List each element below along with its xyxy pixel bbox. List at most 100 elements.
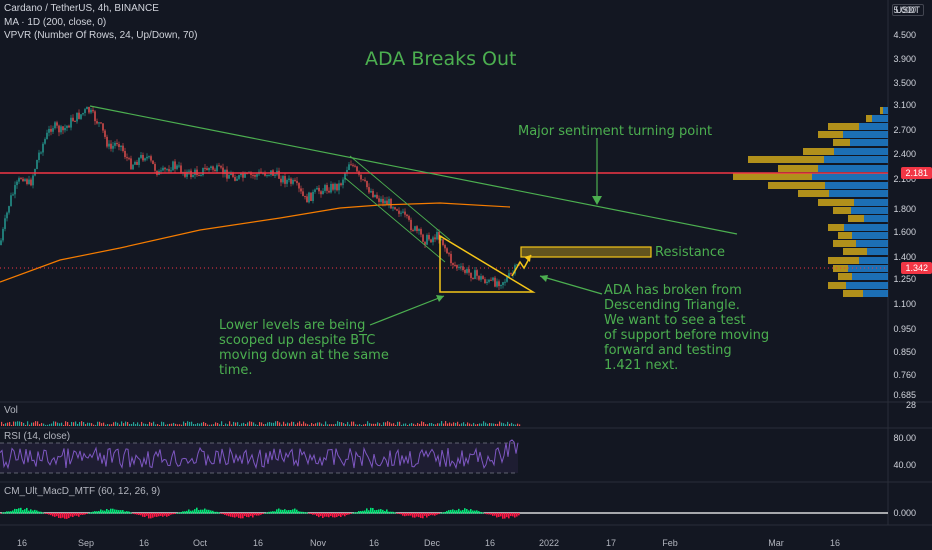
- macd-bar: [154, 513, 156, 517]
- breakout-note-arrow[interactable]: [539, 275, 603, 295]
- vpvr-down-bar: [838, 273, 852, 280]
- candle-body: [214, 169, 216, 172]
- volume-bar: [187, 421, 189, 426]
- macd-bar: [382, 509, 384, 514]
- candle-body: [424, 241, 426, 245]
- macd-bar: [330, 513, 332, 517]
- lower-levels-arrow[interactable]: [369, 295, 445, 326]
- sentiment-annotation[interactable]: Major sentiment turning point: [518, 124, 713, 139]
- macd-bar: [174, 513, 176, 515]
- volume-bar: [397, 421, 399, 426]
- volume-bar: [93, 424, 95, 426]
- macd-bar: [92, 511, 94, 514]
- macd-bar: [304, 512, 306, 514]
- macd-bar: [178, 512, 180, 514]
- candle-body: [234, 176, 236, 181]
- time-axis-label: 16: [829, 538, 841, 548]
- currency-button[interactable]: USDT: [891, 4, 924, 16]
- candle-body: [316, 187, 318, 190]
- vpvr-down-bar: [798, 190, 829, 197]
- macd-bar: [52, 513, 54, 517]
- channel-lower-line[interactable]: [344, 177, 446, 263]
- lower-levels-annotation[interactable]: Lower levels are being scooped up despit…: [219, 318, 389, 378]
- chart-title-annotation[interactable]: ADA Breaks Out: [365, 48, 517, 70]
- macd-bar: [24, 509, 26, 514]
- macd-bar: [208, 509, 210, 514]
- descending-trendline[interactable]: [89, 105, 738, 235]
- macd-bar: [362, 510, 364, 514]
- candle-body: [464, 270, 466, 273]
- volume-bar: [467, 422, 469, 426]
- macd-bar: [218, 512, 220, 514]
- volume-bar: [109, 424, 111, 426]
- candle-body: [332, 184, 334, 190]
- candle-body: [46, 132, 48, 140]
- volume-bar: [159, 424, 161, 426]
- candle-body: [240, 173, 242, 176]
- volume-bar: [335, 423, 337, 426]
- volume-bar: [425, 424, 427, 426]
- candle-body: [298, 183, 300, 189]
- volume-bar: [485, 422, 487, 426]
- macd-bar: [142, 513, 144, 517]
- candle-body: [136, 161, 138, 165]
- volume-bar: [195, 424, 197, 426]
- macd-bar: [478, 511, 480, 514]
- channel-upper-line[interactable]: [349, 155, 451, 241]
- volume-bar: [81, 421, 83, 426]
- volume-bar: [275, 421, 277, 426]
- candle-body: [442, 239, 444, 246]
- time-axis-label: 17: [605, 538, 617, 548]
- volume-bar: [79, 422, 81, 426]
- volume-bar: [51, 423, 53, 426]
- candle-body: [368, 187, 370, 193]
- macd-bar: [438, 513, 440, 515]
- descending-triangle[interactable]: [439, 234, 536, 293]
- breakout-arrow[interactable]: [511, 254, 532, 277]
- price-axis-label: 1.600: [893, 227, 916, 237]
- resistance-annotation[interactable]: Resistance: [655, 245, 726, 260]
- candle-body: [432, 237, 434, 243]
- volume-bar: [91, 423, 93, 426]
- candle-body: [450, 253, 452, 264]
- candle-body: [380, 198, 382, 202]
- time-axis-label: 16: [252, 538, 264, 548]
- candle-body: [284, 176, 286, 184]
- candle-body: [476, 270, 478, 276]
- macd-bar: [294, 508, 296, 514]
- symbol-legend[interactable]: Cardano / TetherUS, 4h, BINANCE: [4, 3, 159, 14]
- volume-bar: [329, 424, 331, 426]
- candle-body: [372, 191, 374, 198]
- macd-bar: [268, 511, 270, 514]
- volume-bar: [155, 424, 157, 426]
- breakout-annotation[interactable]: ADA has broken from Descending Triangle.…: [604, 283, 769, 373]
- volume-bar: [11, 424, 13, 426]
- vpvr-legend[interactable]: VPVR (Number Of Rows, 24, Up/Down, 70): [4, 30, 198, 41]
- candle-body: [108, 143, 110, 147]
- macd-bar: [274, 511, 276, 514]
- candle-body: [370, 191, 372, 193]
- candle-body: [396, 209, 398, 211]
- macd-pane-label[interactable]: CM_Ult_MacD_MTF (60, 12, 26, 9): [4, 486, 161, 497]
- macd-bar: [82, 513, 84, 515]
- macd-bar: [380, 509, 382, 514]
- macd-bar: [306, 512, 308, 514]
- candle-body: [496, 281, 498, 287]
- rsi-pane-label[interactable]: RSI (14, close): [4, 431, 71, 442]
- ma-legend[interactable]: MA · 1D (200, close, 0): [4, 17, 107, 28]
- macd-bar: [372, 508, 374, 514]
- volume-bar: [435, 424, 437, 426]
- volume-bar: [21, 421, 23, 426]
- volume-bar: [231, 424, 233, 426]
- candle-body: [462, 266, 464, 271]
- macd-bar: [210, 510, 212, 514]
- volume-bar: [27, 421, 29, 426]
- volume-bar: [83, 422, 85, 426]
- vol-pane-label[interactable]: Vol: [4, 405, 18, 416]
- macd-bar: [310, 513, 312, 514]
- volume-bar: [365, 423, 367, 426]
- resistance-box[interactable]: [520, 246, 652, 258]
- candle-body: [420, 229, 422, 235]
- volume-bar: [501, 422, 503, 426]
